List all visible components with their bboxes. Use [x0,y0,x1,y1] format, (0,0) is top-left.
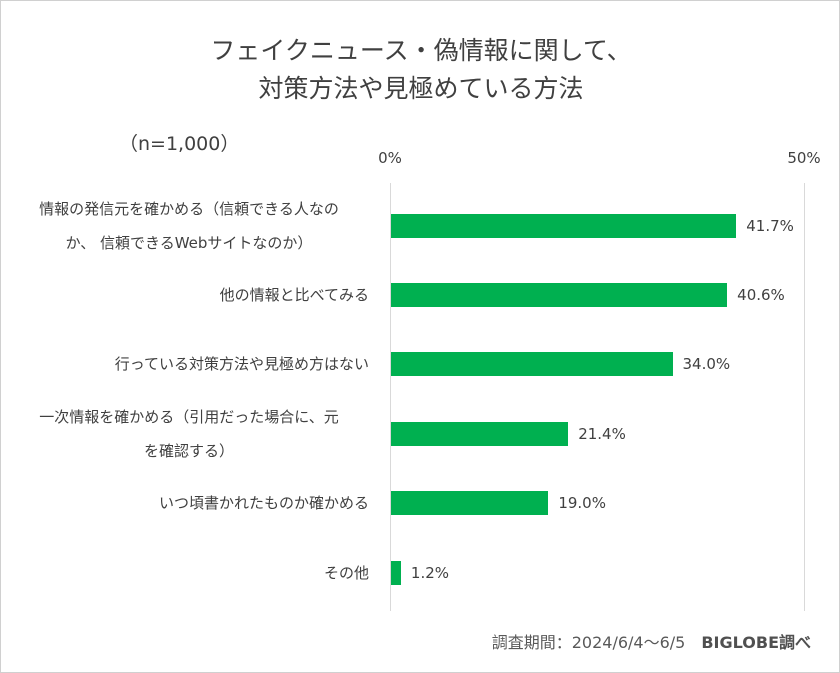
category-label-line: 一次情報を確かめる（引用だった場合に、元 [39,408,339,426]
category-label-line: 他の情報と比べてみる [219,286,369,304]
footer: 調査期間：2024/6/4～6/5 BIGLOBE調べ [492,629,811,653]
bar [391,352,673,376]
chart-title-line-1: フェイクニュース・偽情報に関して、 [210,36,632,65]
gridline-50 [804,183,805,611]
category-label: 一次情報を確かめる（引用だった場合に、元 を確認する） [4,400,374,468]
bar [391,422,569,446]
category-label-line: 行っている対策方法や見極め方はない [114,355,369,373]
category-label: 行っている対策方法や見極め方はない [1,351,369,377]
survey-period: 調査期間：2024/6/4～6/5 [491,633,686,652]
value-label: 34.0% [682,355,731,373]
value-label: 41.7% [746,217,794,235]
category-label: いつ頃書かれたものか確かめる [1,490,369,516]
sample-size: （n=1,000） [119,133,240,155]
category-label: 情報の発信元を確かめる（信頼できる人なの か、 信頼できるWebサイトなのか） [4,192,374,260]
category-label: 他の情報と比べてみる [1,282,369,308]
y-axis-line [390,183,391,611]
value-label: 40.6% [737,286,785,304]
category-label-line: いつ頃書かれたものか確かめる [158,494,369,512]
category-label: その他 [1,560,369,586]
category-label-line: か、 信頼できるWebサイトなのか） [65,234,313,252]
value-label: 19.0% [558,494,606,512]
bar [391,561,401,585]
tick-label-50: 50% [787,149,821,167]
tick-label-0: 0% [378,149,402,167]
category-label-line: その他 [323,564,369,582]
chart-title-line-2: 対策方法や見極めている方法 [258,74,584,103]
category-label-line: を確認する） [143,442,234,460]
bar [391,214,737,238]
bar [391,283,728,307]
value-label: 1.2% [410,564,450,582]
value-label: 21.4% [578,425,626,443]
bar [391,491,549,515]
category-label-line: 情報の発信元を確かめる（信頼できる人なの [39,200,339,218]
source-credit: BIGLOBE調べ [701,633,811,652]
